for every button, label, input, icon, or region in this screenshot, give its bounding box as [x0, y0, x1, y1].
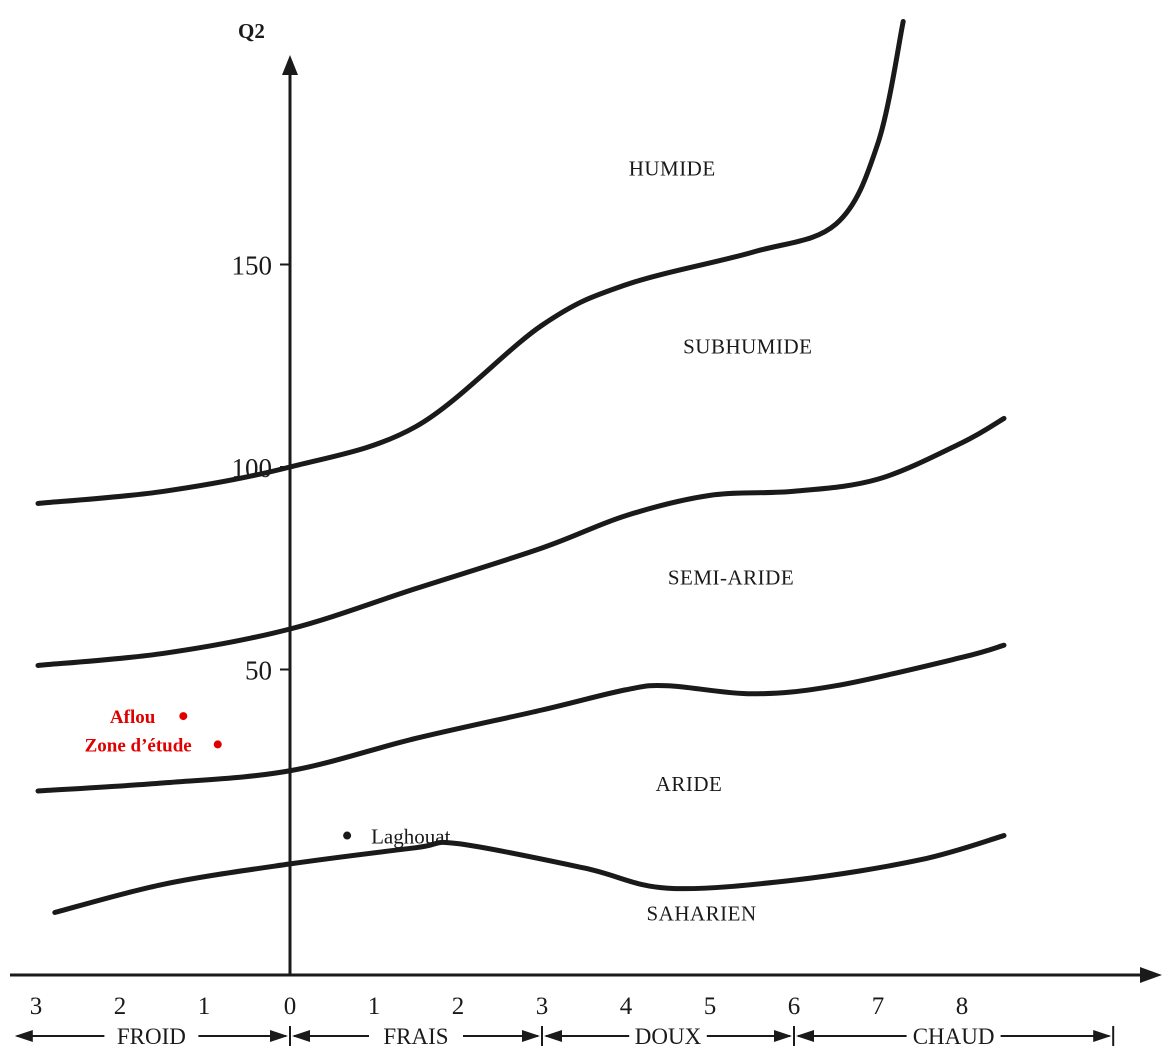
band-arrowhead-right: [270, 1030, 288, 1042]
stations: Laghouat Aflou Zone d’étude: [85, 707, 451, 848]
station-marker: [179, 712, 188, 721]
zone-label: SUBHUMIDE: [683, 335, 812, 359]
boundary-curve-3: [35, 642, 1007, 794]
zone-label: ARIDE: [656, 772, 723, 796]
x-tick-label: 7: [872, 993, 885, 1020]
band-label: DOUX: [635, 1024, 702, 1047]
band-arrowhead-left: [292, 1030, 310, 1042]
zone-boundaries: [35, 19, 1007, 915]
y-axis: Q2: [238, 19, 298, 975]
y-axis-arrowhead: [282, 55, 298, 75]
band-label: FRAIS: [383, 1024, 448, 1047]
x-ticks: 3 2 1 0 1 2 3 4 5 6 7 8: [30, 993, 969, 1020]
y-tick-label: 50: [245, 656, 272, 686]
x-tick-label: 0: [284, 993, 297, 1020]
x-tick-label: 3: [536, 993, 549, 1020]
boundary-curve-4: [52, 833, 1007, 915]
zone-label: SAHARIEN: [647, 902, 757, 926]
x-tick-label: 2: [452, 993, 465, 1020]
x-tick-label: 2: [114, 993, 127, 1020]
station-marker: [343, 831, 352, 840]
zone-label: SEMI-ARIDE: [668, 565, 794, 589]
x-axis-arrowhead: [1140, 967, 1162, 983]
band-label: FROID: [117, 1024, 186, 1047]
y-axis-title: Q2: [238, 19, 265, 43]
band-arrowhead-right: [522, 1030, 540, 1042]
station-marker: [213, 740, 222, 749]
boundary-curve-2: [35, 415, 1007, 668]
x-axis: [10, 967, 1162, 983]
x-tick-label: 1: [368, 993, 381, 1020]
temperature-bands: FROID FRAIS DOUX CHAUD: [14, 1024, 1115, 1047]
y-tick-label: 150: [232, 251, 273, 281]
band-arrowhead-left: [14, 1030, 33, 1042]
zone-label: HUMIDE: [629, 156, 716, 180]
band-label: CHAUD: [913, 1024, 995, 1047]
x-tick-label: 8: [956, 993, 969, 1020]
station-label: Zone d’étude: [85, 735, 192, 756]
band-arrowhead-right: [774, 1030, 792, 1042]
band-arrowhead-left: [544, 1030, 562, 1042]
x-tick-label: 6: [788, 993, 801, 1020]
x-tick-label: 3: [30, 993, 43, 1020]
band-arrowhead-right: [1093, 1030, 1112, 1042]
boundary-curve-1: [35, 19, 906, 506]
x-tick-label: 5: [704, 993, 717, 1020]
x-tick-label: 1: [198, 993, 211, 1020]
band-arrowhead-left: [796, 1030, 814, 1042]
zone-labels: HUMIDE SUBHUMIDE SEMI-ARIDE ARIDE SAHARIEN: [629, 156, 812, 926]
station-label: Aflou: [110, 707, 156, 728]
x-tick-label: 4: [620, 993, 633, 1020]
station-label: Laghouat: [371, 825, 450, 849]
